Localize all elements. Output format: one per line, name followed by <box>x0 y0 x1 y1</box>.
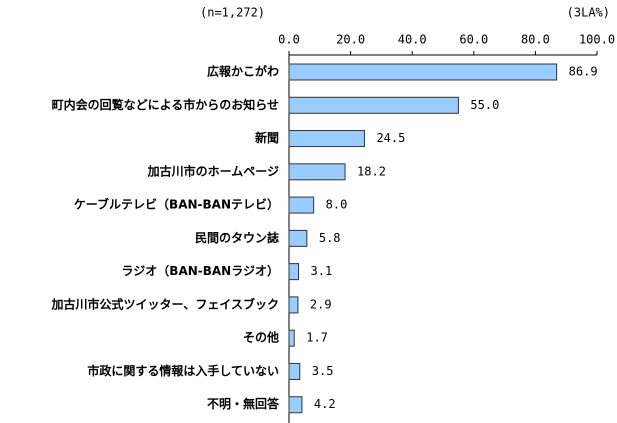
value-label: 55.0 <box>470 98 499 112</box>
unit-note: (3LA%) <box>567 6 610 20</box>
bar <box>288 163 346 181</box>
category-label: 市政に関する情報は入手していない <box>87 363 279 378</box>
category-label: 不明・無回答 <box>207 396 280 411</box>
value-label: 24.5 <box>376 131 405 145</box>
bar <box>288 130 365 148</box>
sample-size: (n=1,272) <box>200 6 265 20</box>
category-label: 加古川市公式ツイッター、フェイスブック <box>50 296 279 311</box>
category-label: 新聞 <box>255 130 279 145</box>
x-tick-label: 100.0 <box>579 33 615 47</box>
bar <box>288 396 303 414</box>
category-label: 民間のタウン誌 <box>195 230 279 245</box>
value-label: 2.9 <box>310 297 332 311</box>
value-label: 4.2 <box>314 397 336 411</box>
value-label: 5.8 <box>319 231 341 245</box>
value-label: 3.1 <box>311 264 333 278</box>
category-label: 加古川市のホームページ <box>147 163 279 178</box>
category-label: ラジオ（BAN-BANラジオ） <box>122 263 279 278</box>
value-label: 3.5 <box>312 364 334 378</box>
x-tick-label: 0.0 <box>278 33 300 47</box>
bar <box>288 329 295 347</box>
category-label: 広報かこがわ <box>207 64 279 79</box>
value-label: 1.7 <box>306 331 328 345</box>
bar <box>288 96 459 114</box>
category-label: その他 <box>243 330 279 345</box>
value-label: 8.0 <box>326 198 348 212</box>
x-tick-label: 80.0 <box>521 33 550 47</box>
x-tick-label: 20.0 <box>336 33 365 47</box>
bar <box>288 263 300 281</box>
bar <box>288 229 308 247</box>
bar <box>288 196 315 214</box>
x-tick-label: 60.0 <box>459 33 488 47</box>
x-tick-label: 40.0 <box>398 33 427 47</box>
value-label: 86.9 <box>569 65 598 79</box>
bar <box>288 362 301 380</box>
category-label: ケーブルテレビ（BAN-BANテレビ） <box>74 197 279 212</box>
bar <box>288 63 558 81</box>
category-label: 町内会の回覧などによる市からのお知らせ <box>52 97 279 112</box>
value-label: 18.2 <box>357 164 386 178</box>
bar <box>288 296 299 314</box>
